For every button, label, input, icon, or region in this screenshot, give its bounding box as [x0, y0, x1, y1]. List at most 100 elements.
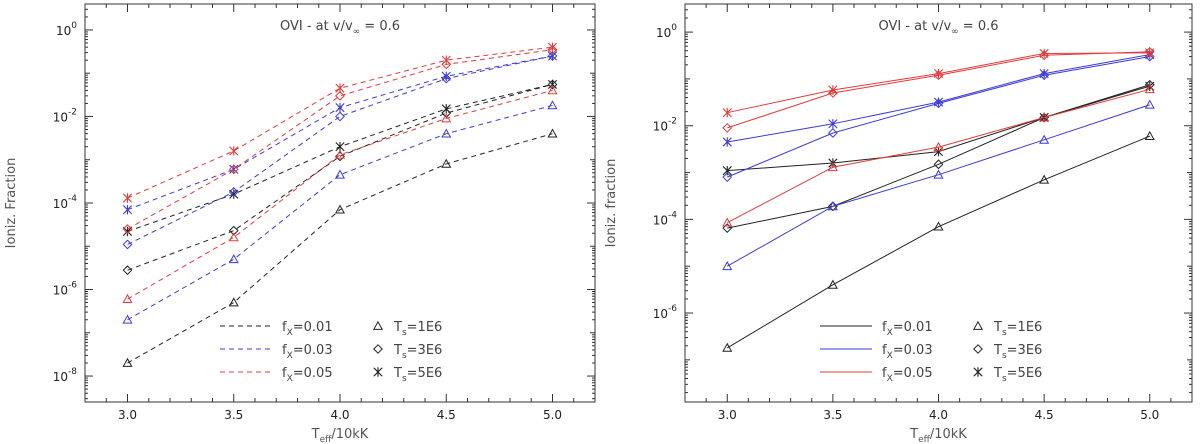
data-point-triangle [228, 254, 239, 264]
legend-marker-label: Ts=5E6 [393, 366, 442, 384]
legend-value: =1E6 [1007, 320, 1043, 335]
x-tick-label: 4.5 [437, 408, 456, 422]
data-point-star [1145, 48, 1155, 58]
xlabel-main: T [909, 427, 918, 442]
legend-marker-diamond [973, 344, 983, 354]
data-point-star [335, 102, 345, 113]
legend-prefix: T [993, 320, 1002, 335]
title-text: OVI - at v/v [280, 19, 353, 34]
legend-marker-label: Ts=5E6 [993, 366, 1042, 384]
legend-value: =0.03 [893, 343, 933, 358]
data-point-triangle [334, 204, 346, 214]
series-3 [722, 81, 1155, 176]
data-point-star [441, 55, 451, 65]
legend-marker-diamond [373, 344, 383, 354]
data-point-triangle [228, 297, 239, 307]
y-tick-base: 10 [653, 213, 668, 227]
legend-value: =0.03 [293, 343, 333, 358]
legend-subscript: X [287, 374, 293, 384]
data-point-diamond [827, 88, 838, 98]
data-point-triangle [1144, 130, 1155, 140]
series-9 [122, 42, 558, 203]
data-point-triangle [827, 161, 838, 172]
legend-value: =5E6 [407, 366, 443, 381]
xlabel-main: T [311, 427, 320, 442]
data-point-star [335, 83, 345, 93]
series-1 [722, 130, 1155, 352]
data-point-star [441, 71, 451, 81]
x-axis-label: Teff/10kK [909, 427, 967, 444]
y-axis-label: Ioniz. Fraction [4, 158, 19, 249]
data-point-diamond [547, 44, 558, 55]
legend-subscript: s [402, 351, 407, 361]
x-tick-label: 3.0 [718, 408, 737, 422]
series-4 [722, 99, 1155, 271]
y-tick-exponent: -2 [68, 107, 77, 117]
data-point-triangle [441, 158, 452, 168]
legend-prefix: f [882, 320, 887, 335]
legend-subscript: X [287, 351, 293, 361]
data-point-triangle [933, 169, 944, 179]
legend-subscript: X [287, 328, 293, 338]
y-tick-base: 10 [53, 284, 68, 298]
data-point-star [933, 97, 944, 107]
legend-marker-label: Ts=3E6 [393, 343, 442, 361]
y-tick-label: 10-2 [653, 117, 677, 134]
legend-prefix: f [282, 320, 287, 335]
legend-marker-star [973, 367, 983, 377]
title-subscript: ∞ [353, 27, 361, 37]
y-tick-label: 100 [56, 21, 77, 38]
data-point-diamond [122, 265, 133, 276]
y-tick-label: 10-2 [53, 107, 77, 124]
data-point-star [122, 205, 133, 215]
data-point-triangle [334, 169, 346, 179]
data-point-triangle [547, 100, 558, 110]
series-line [127, 89, 553, 300]
data-point-diamond [335, 111, 345, 122]
y-tick-exponent: 0 [671, 23, 677, 33]
x-tick-label: 4.5 [1035, 408, 1054, 422]
y-tick-label: 10-4 [53, 194, 78, 211]
data-point-star [933, 68, 944, 79]
data-point-star [441, 104, 451, 114]
legend-line-label: fX=0.03 [882, 343, 933, 361]
data-point-diamond [122, 239, 133, 250]
x-tick-label: 5.0 [543, 408, 562, 422]
data-point-star [1039, 48, 1049, 59]
y-axis-label: Ioniz. fraction [604, 159, 619, 248]
legend-subscript: s [1002, 351, 1007, 361]
data-point-triangle [933, 141, 944, 151]
data-point-star [722, 165, 732, 176]
data-point-star [229, 146, 239, 156]
legend-prefix: f [882, 343, 887, 358]
series-line [127, 55, 553, 245]
data-point-triangle [933, 221, 944, 231]
data-point-triangle [1039, 134, 1050, 144]
x-tick-label: 5.0 [1140, 408, 1159, 422]
legend-prefix: T [993, 366, 1002, 381]
y-tick-exponent: -6 [668, 304, 677, 314]
y-tick-label: 10-8 [53, 367, 78, 384]
y-tick-label: 100 [656, 23, 677, 40]
data-point-triangle [441, 128, 452, 138]
xlabel-subscript: eff [320, 435, 333, 444]
data-point-star [547, 79, 558, 90]
data-point-diamond [933, 159, 944, 170]
y-tick-label: 10-6 [653, 304, 678, 321]
data-point-star [1145, 81, 1155, 91]
data-point-triangle [1144, 99, 1155, 109]
series-8 [722, 46, 1155, 133]
data-point-triangle [722, 217, 733, 227]
y-tick-base: 10 [56, 24, 71, 38]
legend-subscript: X [887, 374, 893, 384]
data-point-triangle [1039, 174, 1050, 184]
data-point-star [828, 85, 838, 95]
data-point-diamond [335, 90, 345, 101]
series-line [127, 49, 553, 230]
data-point-triangle [122, 357, 133, 367]
legend-prefix: f [282, 366, 287, 381]
legend-prefix: T [993, 343, 1002, 358]
